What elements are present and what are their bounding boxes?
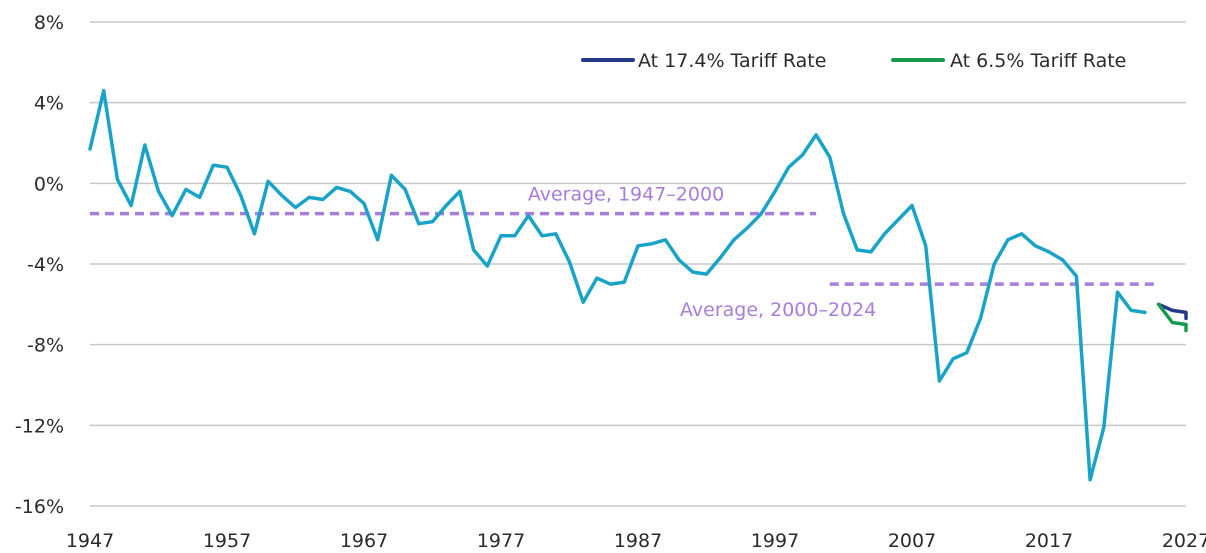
y-tick-label: 0% [34,173,64,195]
x-tick-label: 1957 [203,530,251,552]
y-tick-label: 4% [34,93,64,115]
series-line [1156,302,1188,321]
x-tick-label: 2027 [1162,530,1206,552]
x-axis-ticks: 1947 1957 1967 1977 1987 1997 2007 2017 2027 [66,530,1206,552]
y-tick-label: -8% [27,335,64,357]
x-tick-label: 1947 [66,530,114,552]
y-tick-label: 8% [34,12,64,34]
x-tick-label: 1977 [477,530,525,552]
legend: At 17.4% Tariff Rate At 6.5% Tariff Rate [581,50,1126,72]
average-label: Average, 1947–2000 [528,184,724,206]
x-tick-label: 2007 [888,530,936,552]
y-tick-label: -16% [15,496,64,518]
reference-lines: Average, 1947–2000 Average, 2000–2024 [90,184,1159,321]
series-line [1156,302,1188,333]
y-tick-label: -4% [27,254,64,276]
x-tick-label: 1987 [614,530,662,552]
grid-lines [90,21,1186,507]
x-tick-label: 1997 [751,530,799,552]
legend-label: At 17.4% Tariff Rate [638,50,826,72]
average-label: Average, 2000–2024 [680,299,876,321]
y-axis-ticks: 8% 4% 0% -4% -8% -12% -16% [15,12,64,518]
legend-label: At 6.5% Tariff Rate [950,50,1126,72]
x-tick-label: 2017 [1025,530,1073,552]
series-lines [88,88,1188,482]
y-tick-label: -12% [15,415,64,437]
x-tick-label: 1967 [340,530,388,552]
series-line [88,88,1147,482]
